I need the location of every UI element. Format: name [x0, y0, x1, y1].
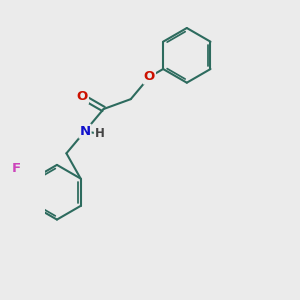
Text: N: N — [80, 125, 91, 138]
Text: H: H — [95, 127, 105, 140]
Text: O: O — [144, 70, 155, 83]
Text: F: F — [11, 162, 20, 175]
Text: O: O — [77, 90, 88, 103]
